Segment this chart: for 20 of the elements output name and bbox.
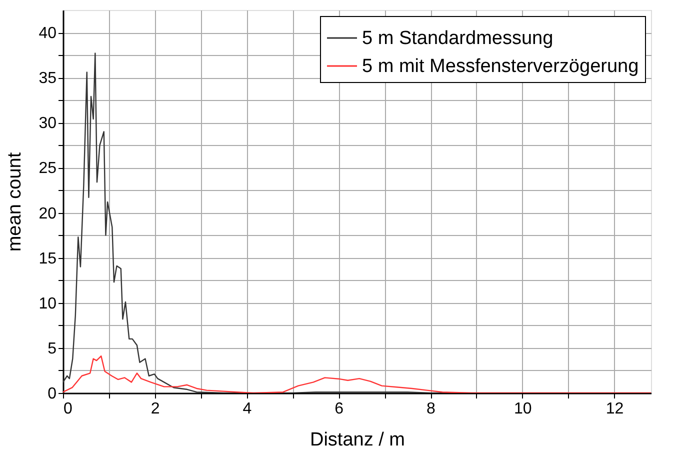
x-tick-label: 0 — [64, 400, 72, 418]
y-tick-label: 0 — [48, 386, 57, 402]
y-tick-label: 15 — [38, 250, 57, 268]
y-tick-label: 25 — [38, 160, 57, 178]
y-axis-title: mean count — [4, 152, 26, 252]
y-tick-label: 10 — [38, 295, 57, 312]
y-tick-label: 5 — [48, 340, 57, 358]
y-tick-label: 35 — [38, 70, 57, 88]
x-tick-label: 4 — [242, 400, 252, 418]
x-tick-label: 12 — [606, 400, 624, 418]
x-tick-label: 2 — [150, 400, 160, 418]
y-tick-label: 20 — [38, 205, 57, 222]
y-tick-label: 40 — [38, 25, 57, 42]
x-tick-label: 6 — [334, 400, 344, 418]
legend-label: 5 m Standardmessung — [362, 28, 554, 49]
y-tick-label: 30 — [38, 115, 57, 132]
x-axis-title: Distanz / m — [310, 430, 406, 450]
x-tick-label: 10 — [514, 400, 532, 418]
x-tick-label: 8 — [426, 400, 436, 418]
legend-label: 5 m mit Messfensterverzögerung — [362, 56, 639, 77]
